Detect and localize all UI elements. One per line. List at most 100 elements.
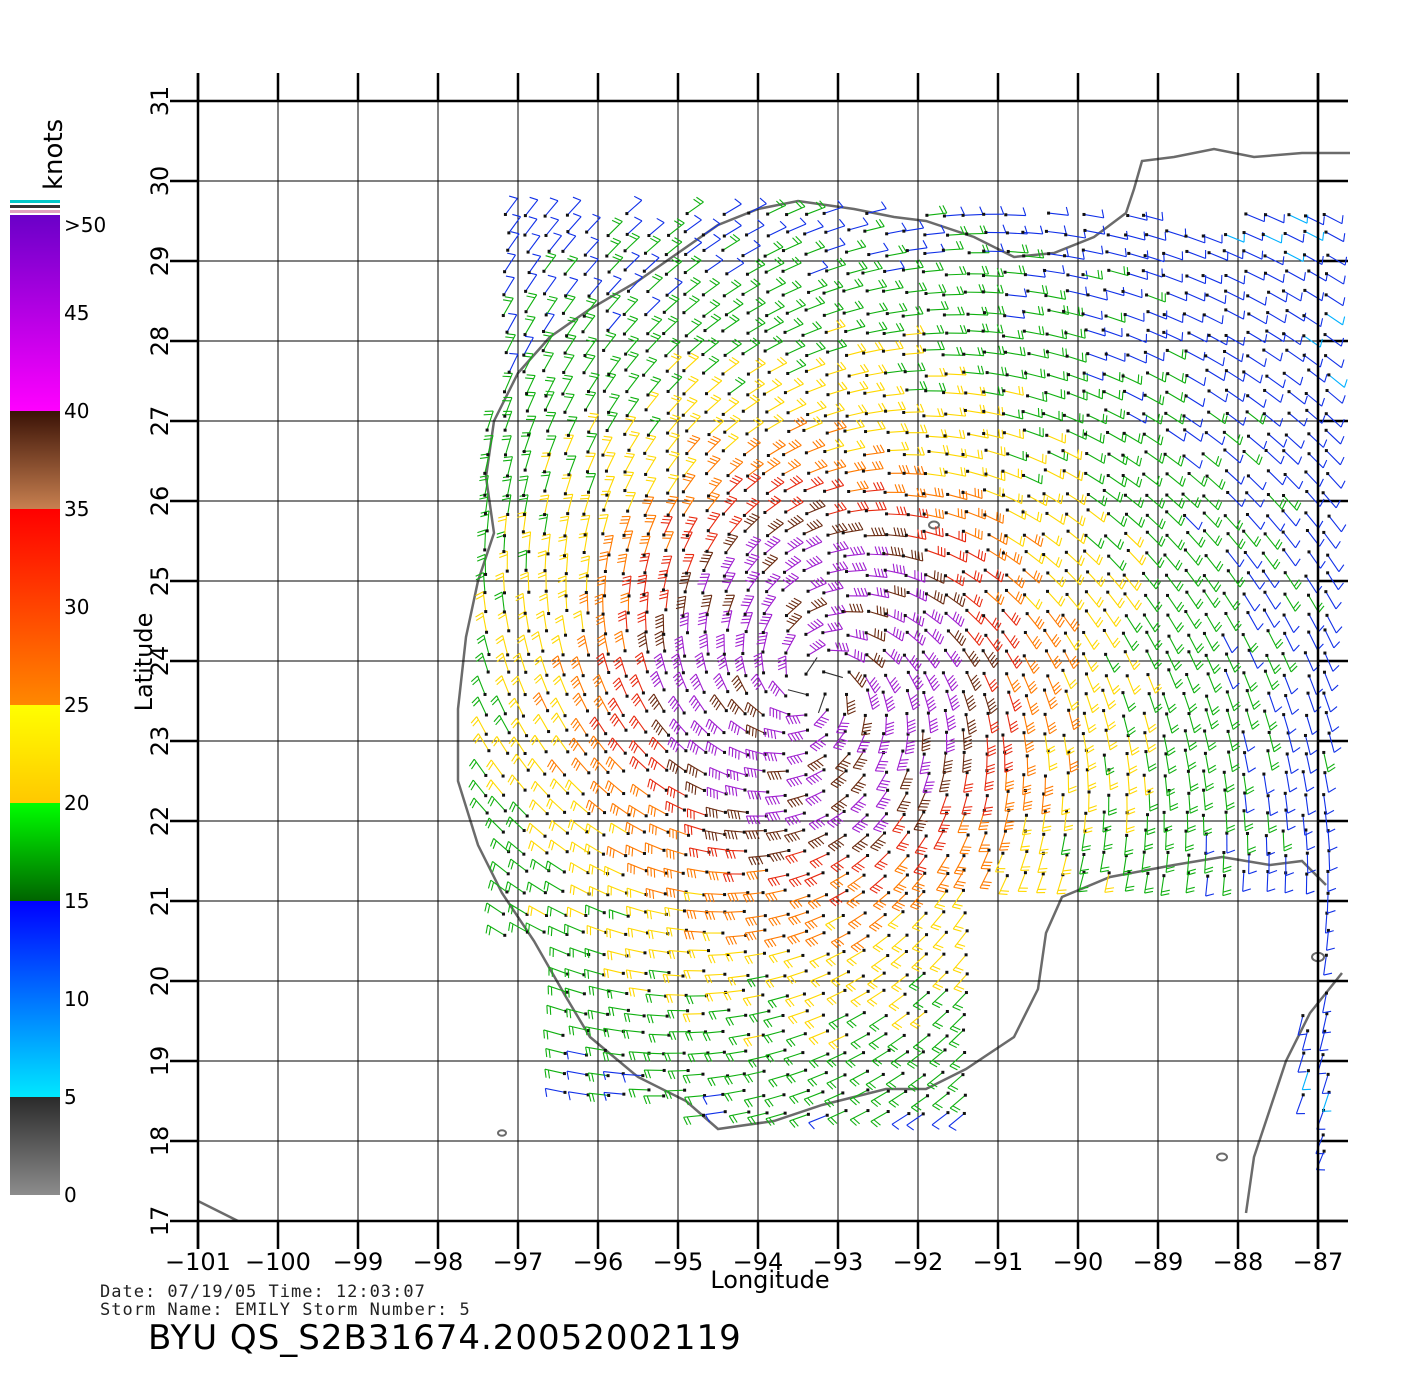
x-tick-label: −101 bbox=[165, 1248, 231, 1276]
wind-barb bbox=[549, 778, 570, 795]
wind-barb bbox=[1185, 249, 1207, 260]
wind-barb bbox=[1262, 412, 1284, 427]
wind-barb bbox=[942, 206, 965, 218]
wind-barb bbox=[809, 952, 830, 969]
wind-barb bbox=[743, 472, 762, 492]
wind-barb bbox=[937, 811, 950, 833]
wind-barb bbox=[870, 831, 887, 852]
wind-barb bbox=[905, 424, 928, 435]
wind-barb bbox=[830, 931, 851, 949]
wind-barb bbox=[1225, 469, 1245, 485]
wind-barb bbox=[551, 634, 565, 657]
wind-barb bbox=[628, 1088, 651, 1098]
wind-barb bbox=[893, 873, 909, 894]
wind-barb bbox=[911, 952, 928, 972]
wind-barb bbox=[1142, 613, 1161, 633]
wind-barb bbox=[1144, 750, 1157, 772]
wind-barb bbox=[1104, 352, 1126, 362]
wind-barb bbox=[862, 341, 884, 355]
wind-barb bbox=[1326, 553, 1345, 573]
wind-barb bbox=[845, 343, 867, 357]
wind-barb bbox=[1084, 327, 1106, 337]
wind-barb bbox=[1104, 408, 1126, 420]
wind-barb bbox=[1107, 452, 1129, 466]
wind-barb bbox=[486, 779, 506, 797]
wind-barb bbox=[1242, 809, 1254, 832]
wind-barb bbox=[1005, 288, 1028, 298]
wind-barb bbox=[572, 610, 585, 633]
wind-barb bbox=[945, 689, 960, 711]
x-tick-label: −93 bbox=[813, 1248, 864, 1276]
wind-barb bbox=[1183, 513, 1203, 531]
wind-barb bbox=[682, 1072, 705, 1084]
wind-barb bbox=[967, 244, 990, 255]
wind-barb bbox=[934, 889, 949, 910]
wind-barb bbox=[1142, 711, 1157, 734]
wind-barb bbox=[913, 810, 928, 832]
wind-barb bbox=[825, 257, 847, 273]
wind-barb bbox=[702, 1092, 725, 1105]
wind-barb bbox=[1023, 268, 1046, 278]
wind-barb bbox=[1204, 832, 1215, 855]
wind-barb bbox=[668, 949, 691, 960]
wind-barb bbox=[1084, 609, 1104, 628]
wind-barb bbox=[581, 312, 596, 334]
wind-barb bbox=[1321, 1072, 1331, 1095]
wind-barb bbox=[981, 267, 1004, 278]
wind-barb bbox=[750, 673, 768, 694]
wind-barb bbox=[1323, 811, 1336, 834]
wind-barb bbox=[914, 834, 928, 856]
x-tick-label: −88 bbox=[1213, 1248, 1264, 1276]
wind-barb bbox=[623, 232, 640, 253]
wind-barb bbox=[545, 411, 557, 433]
wind-barb bbox=[888, 1089, 908, 1108]
wind-barb bbox=[503, 456, 513, 478]
wind-barb bbox=[740, 612, 753, 634]
wind-barb bbox=[786, 793, 809, 808]
wind-barb bbox=[763, 1013, 785, 1028]
wind-barb bbox=[1066, 429, 1088, 440]
wind-barb bbox=[592, 674, 609, 695]
wind-barb bbox=[1327, 373, 1348, 388]
wind-barb bbox=[1025, 754, 1036, 777]
wind-barb bbox=[1201, 813, 1213, 836]
wind-barb bbox=[1104, 674, 1121, 695]
wind-barb bbox=[722, 872, 745, 883]
wind-barb bbox=[570, 675, 587, 697]
wind-barb bbox=[568, 737, 588, 756]
wind-barb bbox=[802, 416, 823, 432]
wind-barb bbox=[664, 906, 686, 917]
wind-barb bbox=[570, 717, 589, 737]
wind-barb bbox=[761, 554, 779, 574]
wind-barb bbox=[568, 862, 590, 875]
wind-barb bbox=[538, 593, 551, 616]
wind-barb bbox=[1142, 571, 1161, 590]
wind-barb bbox=[484, 902, 505, 916]
wind-barb bbox=[567, 819, 589, 834]
wind-barb bbox=[563, 434, 574, 456]
wind-barb bbox=[1322, 530, 1341, 549]
wind-barb bbox=[603, 1091, 626, 1101]
wind-barb bbox=[494, 591, 506, 614]
wind-barb bbox=[1242, 869, 1252, 892]
wind-barb bbox=[882, 385, 905, 398]
wind-barb bbox=[843, 419, 865, 433]
wind-barb bbox=[709, 694, 728, 713]
wind-barb bbox=[763, 934, 786, 948]
wind-barb bbox=[1086, 570, 1106, 588]
wind-barb bbox=[884, 362, 906, 375]
wind-barb bbox=[787, 728, 809, 742]
wind-barb bbox=[723, 829, 746, 840]
wind-barb bbox=[924, 367, 947, 378]
wind-barb bbox=[863, 382, 885, 395]
legend-label: 0 bbox=[64, 1183, 77, 1207]
wind-barb bbox=[1084, 471, 1105, 485]
wind-barb bbox=[864, 420, 886, 434]
wind-barb bbox=[1104, 312, 1126, 323]
wind-barb bbox=[910, 1094, 930, 1113]
wind-barb bbox=[495, 635, 510, 657]
wind-barb bbox=[727, 973, 750, 986]
wind-barb bbox=[523, 315, 536, 337]
wind-barb bbox=[941, 346, 964, 357]
wind-barb bbox=[1225, 411, 1247, 426]
